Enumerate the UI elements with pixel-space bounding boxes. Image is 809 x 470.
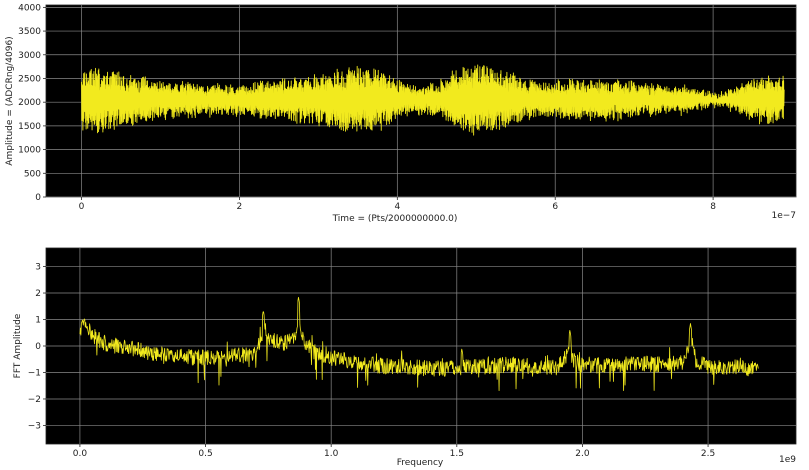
y-tick-label: −2 [28, 395, 41, 405]
amplitude-x-ticks: 0 2 4 6 8 [79, 197, 716, 212]
y-tick-label: 0 [35, 193, 41, 203]
y-tick-label: 2500 [18, 74, 41, 84]
amplitude-x-label: Time = (Pts/2000000000.0) [332, 214, 458, 224]
fft-grid [46, 248, 796, 444]
amplitude-y-label: Amplitude = (ADCRng/4096) [5, 36, 15, 165]
x-tick-label: 2 [237, 202, 243, 212]
y-tick-label: 1500 [18, 122, 41, 132]
amplitude-trace [81, 64, 785, 136]
amplitude-plot: 0 2 4 6 8 0 500 1000 1500 2000 2500 3000 3500 4000 T… [5, 3, 797, 224]
y-tick-label: 1 [35, 316, 41, 326]
fft-x-offset: 1e9 [779, 455, 796, 465]
y-tick-label: 3 [35, 263, 41, 273]
y-tick-label: −3 [28, 421, 41, 431]
amplitude-x-offset: 1e−7 [771, 211, 796, 221]
fft-y-ticks: −3 −2 −1 0 1 2 3 [28, 263, 46, 431]
y-tick-label: 1000 [18, 146, 41, 156]
y-tick-label: −1 [28, 368, 41, 378]
fft-series-line [79, 296, 759, 392]
x-tick-label: 0.5 [198, 449, 212, 459]
x-tick-label: 0.0 [73, 449, 88, 459]
fft-y-label: FFT Amplitude [13, 313, 23, 378]
x-tick-label: 2.5 [701, 449, 715, 459]
x-tick-label: 4 [394, 202, 400, 212]
y-tick-label: 500 [24, 169, 41, 179]
x-tick-label: 1.0 [324, 449, 339, 459]
x-tick-label: 6 [552, 202, 558, 212]
fft-x-ticks: 0.0 0.5 1.0 1.5 2.0 2.5 [73, 444, 715, 459]
y-tick-label: 3500 [18, 27, 41, 37]
x-tick-label: 0 [79, 202, 85, 212]
fft-x-label: Frequency [397, 458, 444, 468]
amplitude-series-line [81, 64, 785, 136]
x-tick-label: 1.5 [450, 449, 464, 459]
y-tick-label: 2 [35, 289, 41, 299]
amplitude-y-ticks: 0 500 1000 1500 2000 2500 3000 3500 4000 [18, 3, 46, 203]
x-tick-label: 2.0 [575, 449, 590, 459]
y-tick-label: 3000 [18, 51, 41, 61]
y-tick-label: 0 [35, 342, 41, 352]
y-tick-label: 4000 [18, 3, 41, 13]
x-tick-label: 8 [710, 202, 716, 212]
y-tick-label: 2000 [18, 98, 41, 108]
fft-trace [79, 296, 759, 392]
